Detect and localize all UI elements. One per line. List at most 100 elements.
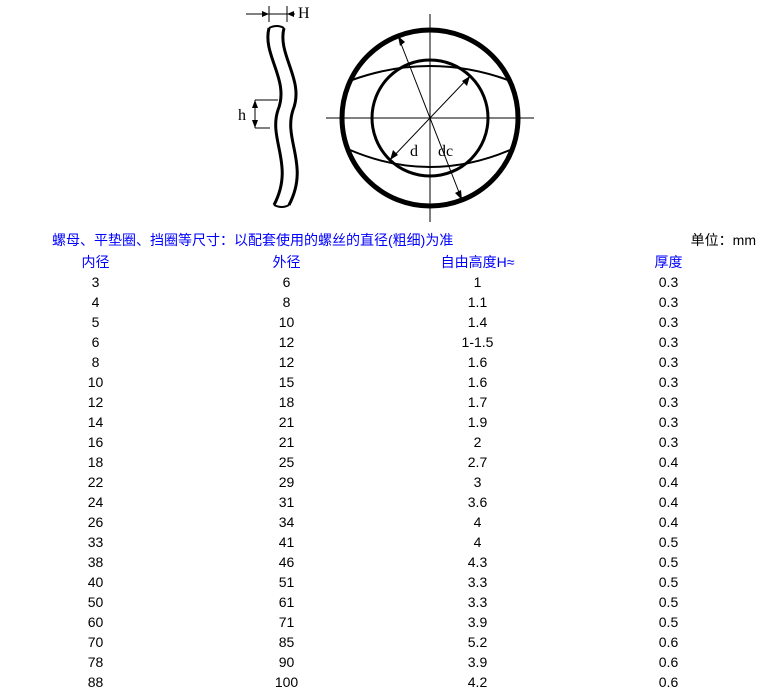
table-cell: 15 — [191, 372, 382, 392]
table-cell: 24 — [0, 492, 191, 512]
table-row: 5101.40.3 — [0, 312, 764, 332]
table-cell: 14 — [0, 412, 191, 432]
table-cell: 0.5 — [573, 572, 764, 592]
label-H: H — [298, 5, 310, 22]
table-cell: 0.3 — [573, 312, 764, 332]
table-row: 38464.30.5 — [0, 552, 764, 572]
table-row: 222930.4 — [0, 472, 764, 492]
table-cell: 6 — [191, 272, 382, 292]
table-cell: 60 — [0, 612, 191, 632]
table-cell: 0.3 — [573, 352, 764, 372]
table-row: 263440.4 — [0, 512, 764, 532]
table-cell: 0.4 — [573, 492, 764, 512]
table-cell: 100 — [191, 672, 382, 692]
table-cell: 85 — [191, 632, 382, 652]
table-cell: 0.6 — [573, 632, 764, 652]
table-cell: 0.4 — [573, 452, 764, 472]
table-cell: 38 — [0, 552, 191, 572]
top-view: d dc — [326, 14, 534, 222]
label-h: h — [238, 107, 246, 124]
table-cell: 0.4 — [573, 512, 764, 532]
table-cell: 10 — [0, 372, 191, 392]
table-cell: 0.5 — [573, 612, 764, 632]
table-cell: 0.5 — [573, 552, 764, 572]
table-cell: 51 — [191, 572, 382, 592]
table-cell: 0.4 — [573, 472, 764, 492]
table-cell: 3.9 — [382, 652, 573, 672]
col-header: 厚度 — [573, 252, 764, 272]
table-cell: 4 — [382, 512, 573, 532]
table-cell: 4.2 — [382, 672, 573, 692]
table-row: 8121.60.3 — [0, 352, 764, 372]
table-row: 881004.20.6 — [0, 672, 764, 692]
table-cell: 8 — [191, 292, 382, 312]
table-cell: 70 — [0, 632, 191, 652]
table-cell: 1-1.5 — [382, 332, 573, 352]
table-cell: 0.3 — [573, 432, 764, 452]
table-cell: 0.3 — [573, 372, 764, 392]
table-cell: 1.6 — [382, 372, 573, 392]
table-row: 162120.3 — [0, 432, 764, 452]
table-cell: 1.6 — [382, 352, 573, 372]
table-cell: 21 — [191, 412, 382, 432]
table-cell: 2.7 — [382, 452, 573, 472]
table-row: 24313.60.4 — [0, 492, 764, 512]
table-cell: 0.3 — [573, 332, 764, 352]
table-cell: 3.9 — [382, 612, 573, 632]
table-cell: 0.5 — [573, 592, 764, 612]
table-cell: 40 — [0, 572, 191, 592]
side-view: H h — [238, 5, 310, 207]
table-cell: 12 — [191, 352, 382, 372]
table-cell: 29 — [191, 472, 382, 492]
table-cell: 1.9 — [382, 412, 573, 432]
table-cell: 3 — [0, 272, 191, 292]
caption-unit: 单位：mm — [691, 230, 764, 250]
table-cell: 26 — [0, 512, 191, 532]
table-row: 14211.90.3 — [0, 412, 764, 432]
table-cell: 78 — [0, 652, 191, 672]
table-row: 481.10.3 — [0, 292, 764, 312]
table-cell: 1.7 — [382, 392, 573, 412]
table-cell: 71 — [191, 612, 382, 632]
label-dc: dc — [438, 143, 453, 160]
table-cell: 4.3 — [382, 552, 573, 572]
table-cell: 34 — [191, 512, 382, 532]
table-cell: 0.3 — [573, 412, 764, 432]
table-cell: 61 — [191, 592, 382, 612]
table-row: 70855.20.6 — [0, 632, 764, 652]
table-cell: 90 — [191, 652, 382, 672]
table-row: 18252.70.4 — [0, 452, 764, 472]
table-cell: 4 — [382, 532, 573, 552]
table-row: 334140.5 — [0, 532, 764, 552]
table-cell: 3.3 — [382, 592, 573, 612]
table-cell: 31 — [191, 492, 382, 512]
table-cell: 0.3 — [573, 392, 764, 412]
table-cell: 0.3 — [573, 272, 764, 292]
table-cell: 18 — [0, 452, 191, 472]
table-cell: 3.6 — [382, 492, 573, 512]
table-row: 12181.70.3 — [0, 392, 764, 412]
col-header: 外径 — [191, 252, 382, 272]
table-cell: 3 — [382, 472, 573, 492]
table-cell: 2 — [382, 432, 573, 452]
table-row: 78903.90.6 — [0, 652, 764, 672]
table-cell: 0.6 — [573, 672, 764, 692]
table-row: 6121-1.50.3 — [0, 332, 764, 352]
table-cell: 5 — [0, 312, 191, 332]
table-body: 3610.3481.10.35101.40.36121-1.50.38121.6… — [0, 272, 764, 692]
washer-diagram: H h — [0, 0, 764, 228]
table-cell: 1 — [382, 272, 573, 292]
table-cell: 25 — [191, 452, 382, 472]
table-cell: 0.3 — [573, 292, 764, 312]
table-cell: 12 — [191, 332, 382, 352]
table-cell: 33 — [0, 532, 191, 552]
table-cell: 1.4 — [382, 312, 573, 332]
diagram-area: H h — [0, 0, 764, 228]
table-cell: 1.1 — [382, 292, 573, 312]
table-row: 60713.90.5 — [0, 612, 764, 632]
spec-table: 内径 外径 自由高度H≈ 厚度 3610.3481.10.35101.40.36… — [0, 252, 764, 692]
table-cell: 10 — [191, 312, 382, 332]
table-cell: 18 — [191, 392, 382, 412]
table-row: 3610.3 — [0, 272, 764, 292]
table-cell: 4 — [0, 292, 191, 312]
